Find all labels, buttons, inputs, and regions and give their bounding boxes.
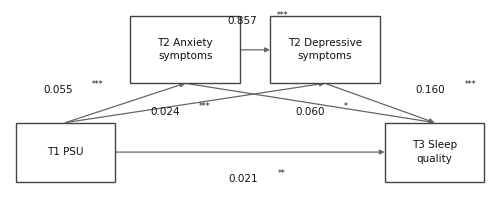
- Text: T1 PSU: T1 PSU: [48, 147, 84, 157]
- Text: *: *: [344, 102, 347, 111]
- Text: **: **: [278, 169, 285, 178]
- Text: 0.857: 0.857: [228, 16, 258, 26]
- Text: 0.060: 0.060: [295, 107, 324, 117]
- FancyBboxPatch shape: [270, 16, 380, 83]
- Text: ***: ***: [464, 80, 476, 89]
- Text: 0.055: 0.055: [43, 85, 73, 95]
- Text: ***: ***: [276, 11, 288, 20]
- FancyBboxPatch shape: [16, 123, 116, 182]
- FancyBboxPatch shape: [384, 123, 484, 182]
- Text: T2 Anxiety
symptoms: T2 Anxiety symptoms: [158, 38, 213, 61]
- FancyBboxPatch shape: [130, 16, 240, 83]
- Text: 0.024: 0.024: [150, 107, 180, 117]
- Text: 0.021: 0.021: [228, 174, 258, 184]
- Text: T2 Depressive
symptoms: T2 Depressive symptoms: [288, 38, 362, 61]
- Text: T3 Sleep
quality: T3 Sleep quality: [412, 141, 457, 164]
- Text: ***: ***: [199, 102, 211, 111]
- Text: ***: ***: [92, 80, 104, 89]
- Text: 0.160: 0.160: [416, 85, 446, 95]
